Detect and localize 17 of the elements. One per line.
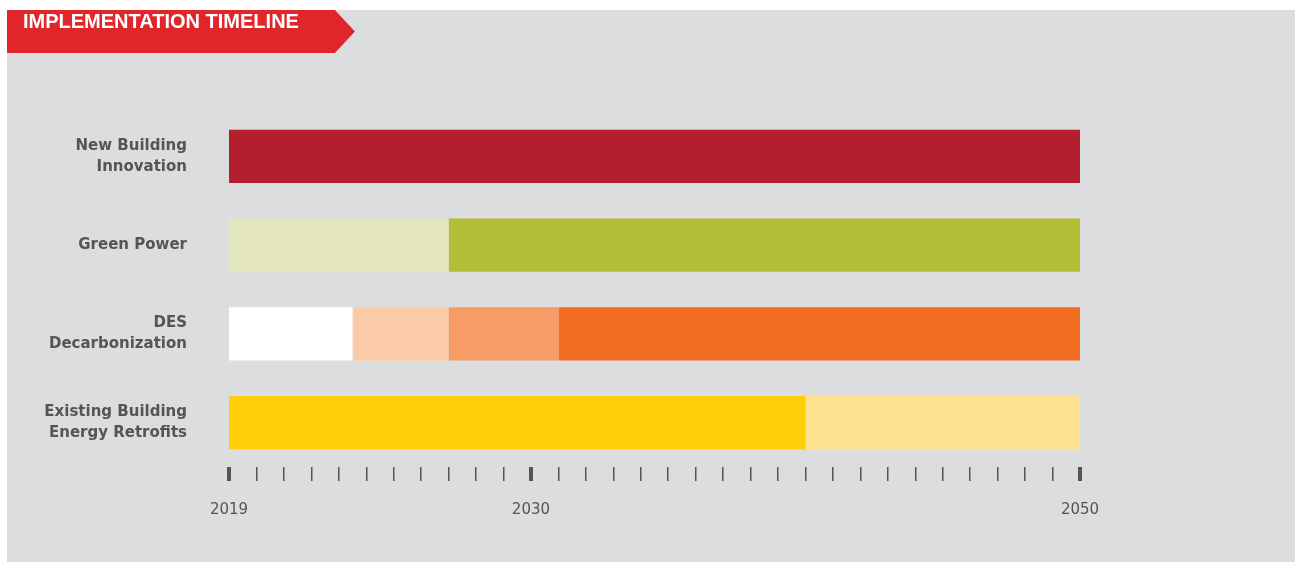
bar bbox=[805, 396, 1080, 450]
y-tick-label: Existing Building Energy Retrofits bbox=[44, 402, 188, 442]
bar bbox=[352, 307, 449, 361]
bar bbox=[229, 129, 1080, 183]
bar bbox=[229, 307, 353, 361]
chart-title: IMPLEMENTATION TIMELINE bbox=[7, 10, 355, 53]
bar bbox=[558, 307, 1080, 361]
x-tick-label: 2050 bbox=[1060, 499, 1100, 518]
bar bbox=[229, 396, 806, 450]
bar bbox=[448, 307, 559, 361]
y-tick-label: New Building Innovation bbox=[75, 135, 187, 175]
x-tick-label: 2030 bbox=[511, 499, 551, 518]
y-tick-label: Green Power bbox=[78, 235, 188, 254]
bar bbox=[229, 218, 449, 272]
y-tick-label: DES Decarbonization bbox=[48, 313, 187, 353]
bar bbox=[448, 218, 1080, 272]
x-tick-label: 2019 bbox=[209, 499, 249, 518]
